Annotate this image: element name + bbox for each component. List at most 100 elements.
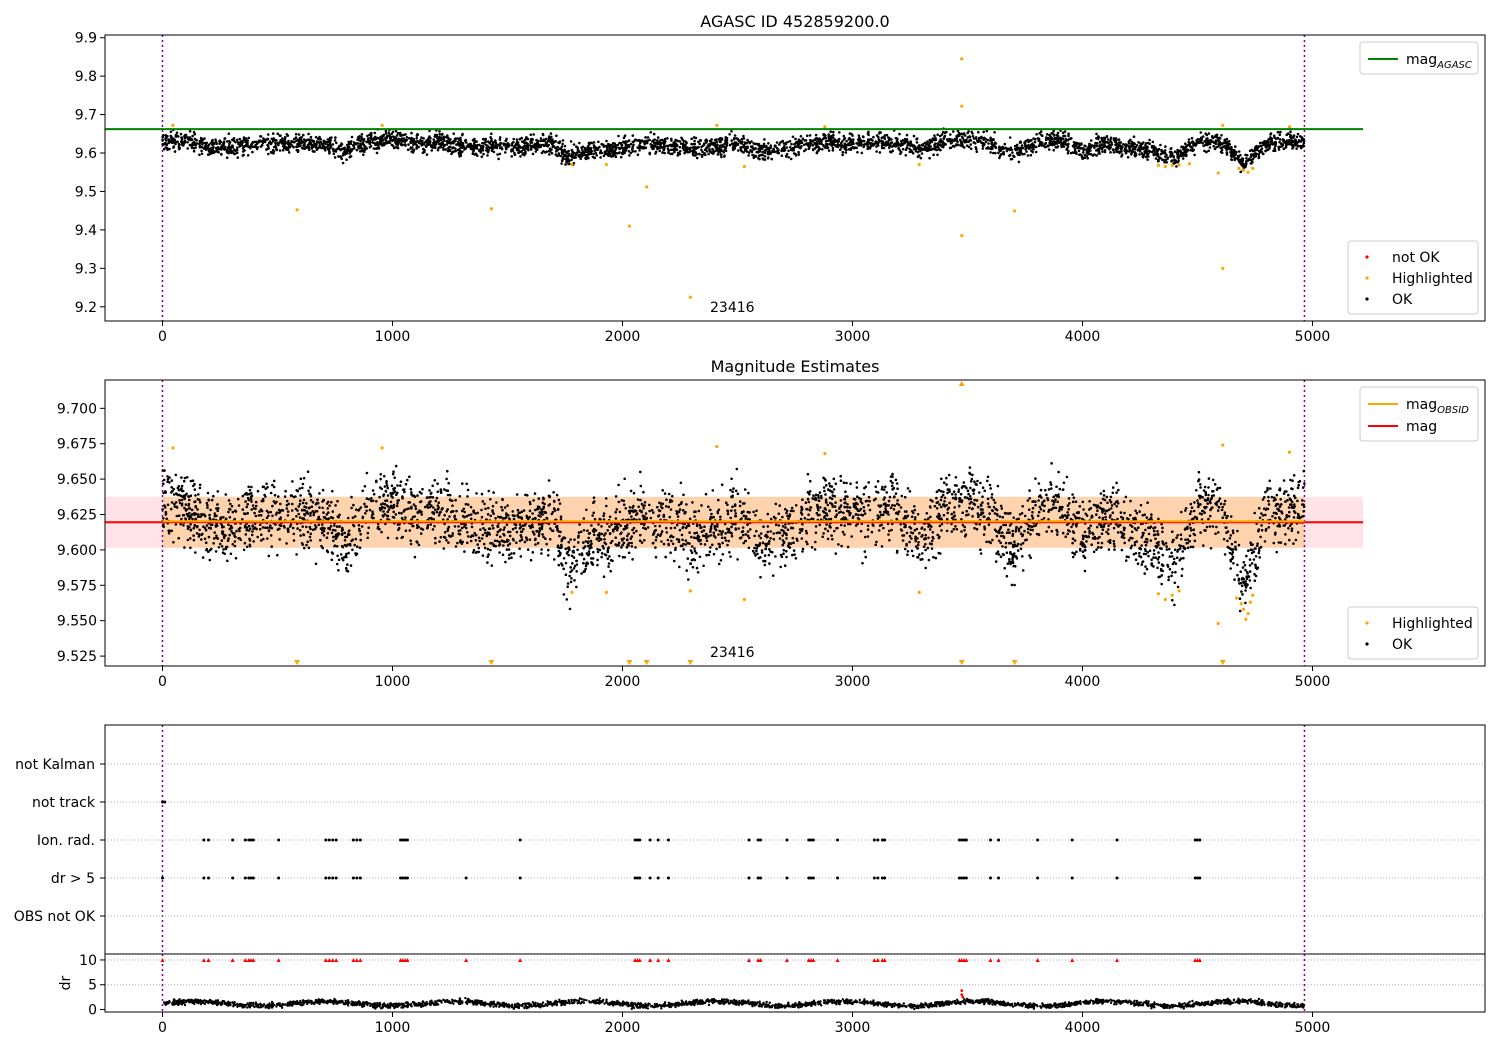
- highlighted-point: [1235, 596, 1239, 600]
- x-tick-label: 4000: [1065, 329, 1101, 345]
- panel-2-annotation: 23416: [710, 645, 755, 661]
- flag-point: [243, 838, 247, 842]
- dr-offscale-marker: [276, 957, 281, 962]
- legend-subscript: AGASC: [1436, 60, 1472, 71]
- flag-point: [324, 838, 328, 842]
- dr-offscale-marker: [251, 957, 256, 962]
- legend-label: OK: [1392, 292, 1413, 308]
- legend-label: not OK: [1392, 250, 1440, 266]
- panel-1-annotation: 23416: [710, 300, 755, 316]
- dr-offscale-marker: [811, 957, 816, 962]
- ok-points: [161, 127, 1306, 174]
- dr-offscale-marker: [1070, 957, 1075, 962]
- flag-point: [202, 876, 206, 880]
- flag-point: [756, 838, 760, 842]
- y-tick-label: 5: [88, 978, 97, 994]
- flag-point: [1115, 876, 1119, 880]
- flag-point: [518, 876, 522, 880]
- x-tick-label: 4000: [1065, 1020, 1101, 1036]
- dr-offscale-marker: [747, 957, 751, 962]
- y-tick-label: 9.575: [57, 578, 97, 594]
- flag-category-label: not Kalman: [15, 757, 95, 773]
- x-tick-label: 2000: [605, 329, 641, 345]
- flag-point: [747, 838, 751, 842]
- dr-offscale-marker: [882, 957, 887, 962]
- y-tick-label: 9.5: [75, 184, 97, 200]
- x-tick-label: 3000: [835, 329, 871, 345]
- y-tick-label: 9.9: [75, 31, 97, 47]
- flag-point: [247, 876, 251, 880]
- dr-offscale-marker: [784, 957, 789, 962]
- flag-point: [667, 838, 670, 842]
- legend-box: [1347, 606, 1479, 660]
- dr-outlier-point: [961, 995, 965, 999]
- x-tick-label: 0: [158, 329, 167, 345]
- flag-point: [638, 838, 642, 842]
- dr-offscale-marker: [327, 957, 332, 962]
- flag-point: [648, 838, 652, 842]
- dr-offscale-marker: [405, 957, 410, 962]
- y-tick-label: 9.700: [57, 401, 97, 417]
- legend-point-swatch: [1365, 642, 1369, 646]
- legend-subscript: OBSID: [1437, 405, 1469, 416]
- highlighted-point: [823, 452, 827, 456]
- highlighted-point: [1177, 589, 1181, 593]
- dr-axis-label: dr: [58, 975, 74, 990]
- y-tick-label: 9.7: [75, 108, 97, 124]
- highlighted-point: [1187, 162, 1192, 166]
- legend-point-swatch: [1365, 276, 1369, 280]
- flag-point: [957, 838, 961, 842]
- flag-point: [964, 838, 968, 842]
- legend-box: [1359, 386, 1479, 442]
- flag-point: [249, 876, 253, 880]
- offscale-low-marker: [488, 660, 495, 665]
- highlighted-point: [1221, 443, 1225, 447]
- dr-offscale-marker: [872, 957, 877, 962]
- legend-point-swatch: [1365, 297, 1369, 301]
- dr-offscale-marker: [206, 957, 211, 962]
- highlighted-point: [1246, 170, 1250, 174]
- panel-2-title: Magnitude Estimates: [711, 357, 880, 376]
- flag-point: [399, 838, 403, 842]
- panel-1-legend-points: not OK Highlighted OK: [1347, 240, 1479, 315]
- flag-point: [1198, 876, 1202, 880]
- highlighted-point: [960, 234, 964, 238]
- offscale-low-marker: [1011, 660, 1018, 665]
- highlighted-point: [742, 597, 747, 602]
- y-tick-label: 0: [88, 1003, 97, 1019]
- flag-point: [883, 838, 887, 842]
- flag-point: [1070, 876, 1074, 880]
- highlighted-point: [715, 123, 719, 127]
- highlighted-point: [1244, 617, 1248, 621]
- flag-point: [405, 876, 409, 880]
- flag-point: [747, 876, 751, 880]
- flag-point: [656, 876, 660, 880]
- flag-point: [872, 838, 876, 842]
- flag-point: [809, 876, 813, 880]
- flag-point: [962, 876, 966, 880]
- dr-offscale-marker: [160, 957, 165, 962]
- offscale-low-marker: [958, 660, 965, 665]
- flag-point: [633, 838, 637, 842]
- flag-point: [249, 838, 253, 842]
- flag-point: [351, 876, 355, 880]
- highlighted-point: [1239, 602, 1243, 606]
- flag-point: [883, 876, 887, 880]
- panel-1-title: AGASC ID 452859200.0: [700, 12, 889, 31]
- flag-point: [648, 876, 652, 880]
- flag-point: [1196, 838, 1199, 842]
- flag-point: [243, 876, 247, 880]
- y-tick-label: 9.650: [57, 472, 97, 488]
- flag-point: [962, 838, 966, 842]
- highlighted-point: [489, 207, 493, 211]
- highlighted-point: [171, 446, 175, 450]
- x-tick-label: 2000: [605, 1020, 641, 1036]
- legend-point-swatch: [1365, 255, 1369, 259]
- x-tick-label: 0: [158, 1020, 167, 1036]
- y-tick-label: 9.625: [57, 508, 97, 524]
- flag-point: [957, 876, 961, 880]
- dr-offscale-marker: [1035, 957, 1040, 962]
- flag-point: [836, 876, 840, 880]
- legend-label: OK: [1392, 637, 1413, 653]
- y-tick-label: 9.4: [75, 223, 97, 239]
